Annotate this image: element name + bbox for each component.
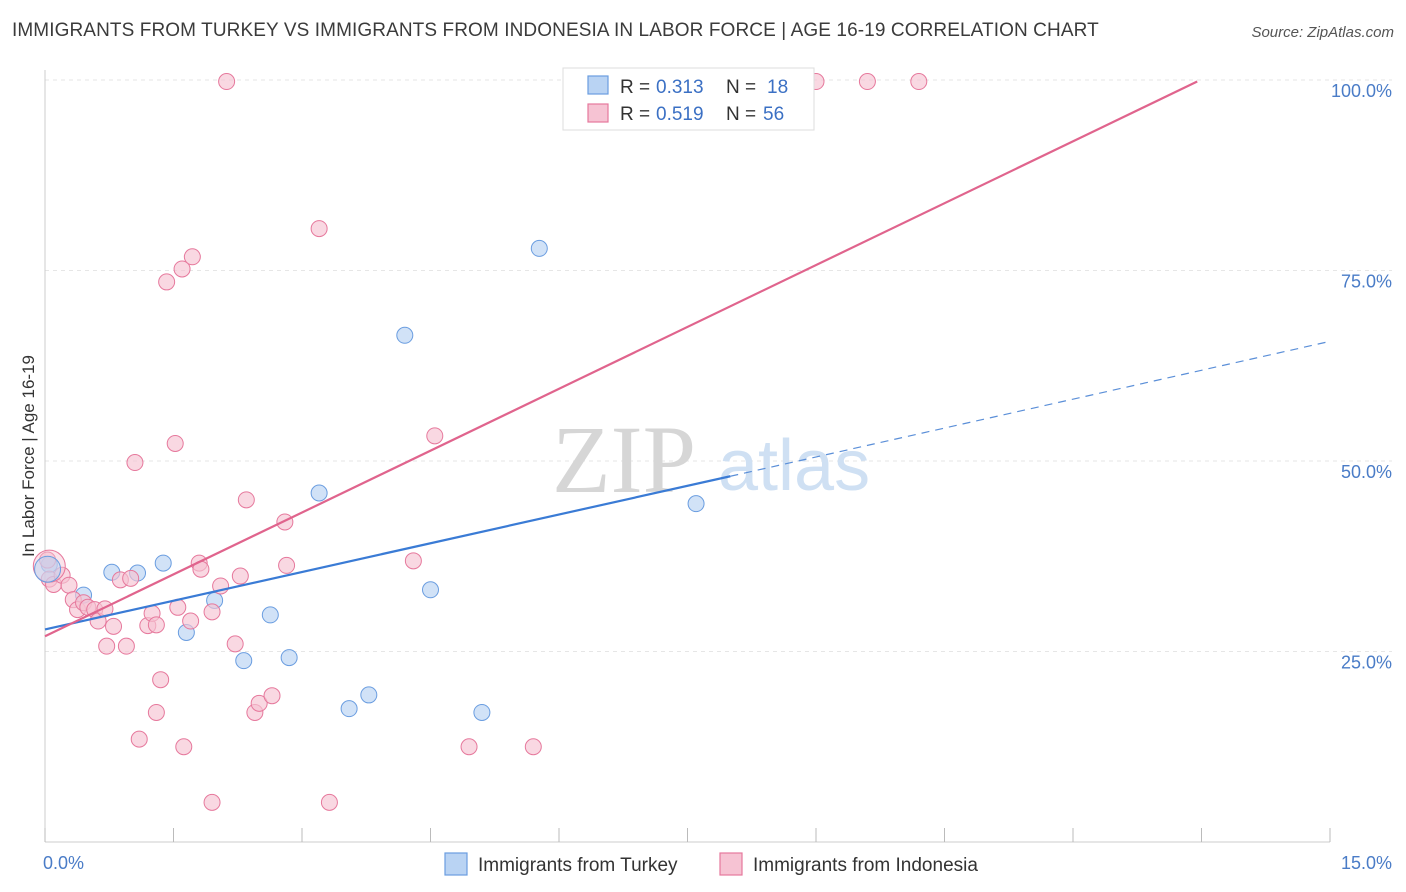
chart-source: Source: ZipAtlas.com — [1251, 24, 1394, 41]
y-tick-label: 25.0% — [1341, 653, 1392, 673]
indonesia-point — [231, 567, 249, 585]
indonesia-point — [98, 637, 116, 655]
indonesia-point — [147, 703, 165, 721]
y-axis-label: In Labor Force | Age 16-19 — [19, 355, 38, 557]
series-legend: Immigrants from Turkey Immigrants from I… — [444, 852, 978, 876]
indonesia-point — [524, 738, 542, 756]
indonesia-point — [460, 738, 478, 756]
indonesia-point — [203, 793, 221, 811]
indonesia-point — [166, 434, 184, 452]
indonesia-point — [203, 603, 221, 621]
indonesia-point — [320, 793, 338, 811]
turkey-point — [154, 554, 172, 572]
bottom-legend-swatch-turkey — [444, 852, 468, 876]
indonesia-point — [263, 687, 281, 705]
indonesia-point — [226, 635, 244, 653]
indonesia-point — [426, 427, 444, 445]
turkey-point — [396, 326, 414, 344]
x-tick-label-max: 15.0% — [1341, 853, 1392, 873]
axes — [44, 70, 1331, 843]
turkey-point — [360, 686, 378, 704]
indonesia-point — [183, 248, 201, 266]
legend-n-value-indonesia: 56 — [763, 104, 784, 125]
turkey-point — [235, 652, 253, 670]
x-tick-label-min: 0.0% — [43, 853, 84, 873]
turkey-point — [687, 495, 705, 513]
legend-swatch-turkey — [587, 75, 609, 95]
indonesia-point — [250, 694, 268, 712]
bottom-legend-label-indonesia: Immigrants from Indonesia — [753, 855, 978, 876]
indonesia-point — [130, 730, 148, 748]
legend-n-value-turkey: 18 — [767, 77, 788, 98]
legend-r-label-turkey: R = — [620, 77, 650, 98]
turkey-point — [310, 484, 328, 502]
legend-swatch-indonesia — [587, 103, 609, 123]
legend-n-label-turkey: N = — [726, 77, 756, 98]
legend-r-value-turkey: 0.313 — [656, 77, 704, 98]
indonesia-point — [173, 260, 191, 278]
turkey-point — [473, 703, 491, 721]
indonesia-point — [152, 671, 170, 689]
chart-title: IMMIGRANTS FROM TURKEY VS IMMIGRANTS FRO… — [12, 20, 1099, 41]
watermark-atlas: atlas — [718, 426, 870, 506]
turkey-point — [530, 239, 548, 257]
turkey-trend-extension — [730, 340, 1331, 477]
indonesia-point — [60, 576, 78, 594]
turkey-point — [422, 581, 439, 599]
indonesia-point — [147, 616, 165, 634]
turkey-point — [261, 606, 279, 624]
turkey-cluster-point — [34, 555, 62, 583]
bottom-legend-swatch-indonesia — [719, 852, 743, 876]
watermark: ZIP atlas — [552, 406, 870, 513]
correlation-legend: R = 0.313 N = 18 R = 0.519 N = 56 — [562, 67, 815, 131]
grid-lines — [45, 79, 1392, 652]
legend-n-label-indonesia: N = — [726, 104, 756, 125]
y-tick-label: 100.0% — [1331, 81, 1392, 101]
trend-lines — [44, 80, 1331, 638]
indonesia-point — [310, 220, 328, 238]
indonesia-point — [122, 569, 140, 587]
indonesia-point — [175, 738, 193, 756]
indonesia-point — [126, 454, 144, 472]
indonesia-point — [910, 73, 928, 91]
legend-r-value-indonesia: 0.519 — [656, 104, 704, 125]
indonesia-point — [218, 73, 236, 91]
legend-r-label-indonesia: R = — [620, 104, 650, 125]
indonesia-trend-line — [44, 80, 1198, 638]
indonesia-point — [117, 637, 135, 655]
bottom-legend-label-turkey: Immigrants from Turkey — [478, 855, 678, 876]
indonesia-point — [158, 273, 176, 291]
watermark-zip: ZIP — [552, 406, 696, 513]
turkey-point — [340, 700, 358, 718]
indonesia-point — [404, 552, 422, 570]
tick-labels: 25.0% 50.0% 75.0% 100.0% 0.0% 15.0% — [43, 81, 1392, 873]
y-tick-label: 75.0% — [1341, 272, 1392, 292]
turkey-trend-line — [44, 475, 731, 631]
indonesia-point — [105, 617, 123, 635]
y-tick-label: 50.0% — [1341, 462, 1392, 482]
indonesia-point — [858, 73, 876, 91]
turkey-point — [280, 649, 298, 667]
indonesia-point — [237, 491, 255, 509]
indonesia-point — [278, 556, 296, 574]
indonesia-point — [182, 612, 200, 630]
